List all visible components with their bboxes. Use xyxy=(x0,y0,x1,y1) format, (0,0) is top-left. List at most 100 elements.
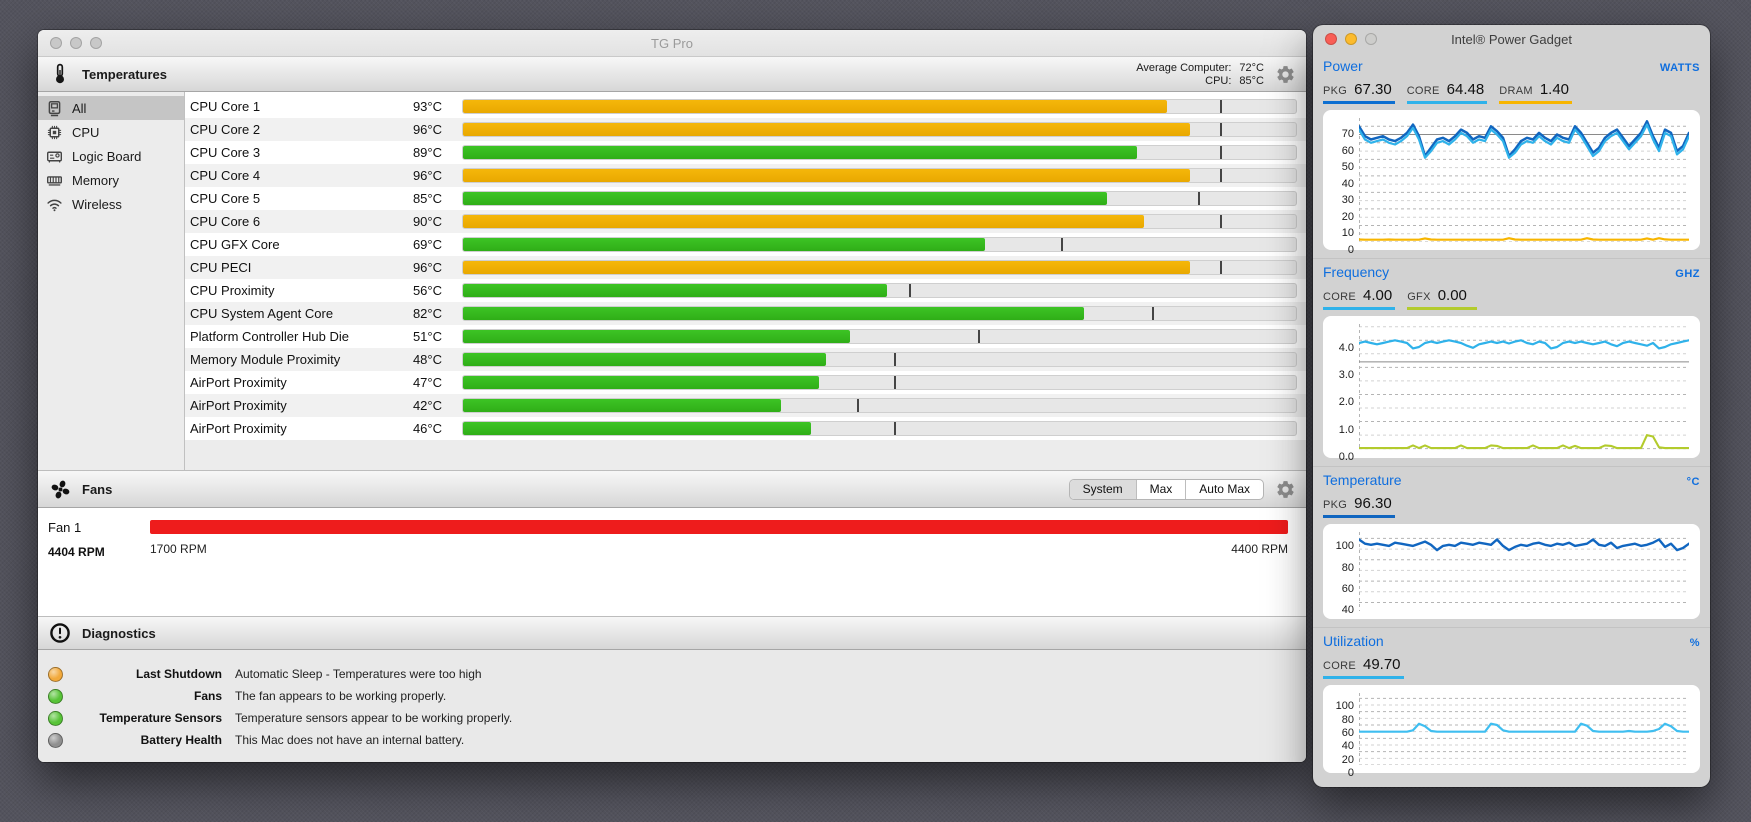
series-core xyxy=(1357,722,1691,733)
sensor-bar-track xyxy=(462,398,1297,413)
sensor-list: CPU Core 1 93°C CPU Core 2 96°C CPU Core 3 89… xyxy=(185,92,1306,470)
stat-value: 49.70 xyxy=(1362,656,1401,673)
y-axis: 40 60 80 100 xyxy=(1323,532,1359,616)
stats-row: CORE 4.00 GFX 0.00 xyxy=(1323,287,1700,310)
series-pkg xyxy=(1357,120,1691,158)
stat-label: CORE xyxy=(1323,660,1356,672)
stat-label: CORE xyxy=(1323,291,1356,303)
minimize-button[interactable] xyxy=(1345,33,1357,45)
close-button[interactable] xyxy=(1325,33,1337,45)
sensor-row: CPU Core 6 90°C xyxy=(185,210,1306,233)
sensor-name: CPU Core 6 xyxy=(190,214,261,229)
fan-speed-bar xyxy=(150,520,1288,534)
sensor-max-marker xyxy=(1220,215,1223,228)
sensor-max-marker xyxy=(894,422,897,435)
sensor-max-marker xyxy=(1220,261,1223,274)
fan-mode-auto-max[interactable]: Auto Max xyxy=(1199,482,1250,496)
y-tick-label: 60 xyxy=(1341,144,1354,157)
y-tick-label: 40 xyxy=(1341,177,1354,190)
stat-label: DRAM xyxy=(1499,85,1533,97)
stat-label: PKG xyxy=(1323,499,1348,511)
zoom-button[interactable] xyxy=(1365,33,1377,45)
stat-pkg: PKG 67.30 xyxy=(1323,81,1395,104)
sidebar-item-all[interactable]: All xyxy=(38,96,184,120)
stat-gfx: GFX 0.00 xyxy=(1407,287,1478,310)
sidebar-item-label: Logic Board xyxy=(72,148,142,164)
diagnostic-text: This Mac does not have an internal batte… xyxy=(235,733,465,747)
temperatures-settings-gear-icon[interactable] xyxy=(1274,63,1296,85)
window-controls xyxy=(1313,33,1377,45)
section-title: Utilization xyxy=(1323,633,1384,649)
diagnostic-row: Battery Health This Mac does not have an … xyxy=(38,729,1306,751)
chart-svg xyxy=(1357,532,1691,611)
sensor-row: CPU System Agent Core 82°C xyxy=(185,302,1306,325)
stat-pkg: PKG 96.30 xyxy=(1323,495,1395,518)
sensor-name: CPU Core 1 xyxy=(190,99,261,114)
diagnostics-header: Diagnostics xyxy=(38,616,1306,650)
section-title: Temperatures xyxy=(82,66,168,82)
zoom-button[interactable] xyxy=(90,37,102,49)
y-tick-label: 40 xyxy=(1341,604,1354,617)
sensor-bar-track xyxy=(462,375,1297,390)
sidebar-item-memory[interactable]: Memory xyxy=(38,168,184,192)
sensor-temp: 51°C xyxy=(412,329,442,344)
unit-label: % xyxy=(1689,637,1700,649)
fans-body: Fan 1 4404 RPM 1700 RPM 4400 RPM xyxy=(38,508,1306,616)
y-axis: 0.0 1.0 2.0 3.0 4.0 xyxy=(1323,324,1359,462)
sidebar-item-wireless[interactable]: Wireless xyxy=(38,192,184,216)
sidebar-item-logic-board[interactable]: Logic Board xyxy=(38,144,184,168)
mac-icon xyxy=(46,100,63,117)
stat-label: GFX xyxy=(1407,291,1431,303)
sensor-bar-fill xyxy=(463,146,1137,159)
intel-sections: Power WATTS PKG 67.30 CORE 64.48 DRAM 1.40 0 10 20… xyxy=(1313,53,1710,781)
minimize-button[interactable] xyxy=(70,37,82,49)
diagnostic-label: Battery Health xyxy=(140,733,222,747)
sidebar-item-label: All xyxy=(72,100,87,116)
sidebar-item-cpu[interactable]: CPU xyxy=(38,120,184,144)
sensor-max-marker xyxy=(857,399,859,412)
y-tick-label: 100 xyxy=(1335,540,1354,553)
sensor-bar-fill xyxy=(463,123,1191,136)
sensor-row: CPU Core 3 89°C xyxy=(185,141,1306,164)
fan-name: Fan 1 xyxy=(48,520,82,535)
chart-card: 40 60 80 100 xyxy=(1323,524,1700,619)
fans-settings-gear-icon[interactable] xyxy=(1274,478,1296,500)
section-title: Frequency xyxy=(1323,264,1390,280)
chart-svg xyxy=(1357,693,1691,766)
y-tick-label: 40 xyxy=(1341,740,1354,753)
section-title: Power xyxy=(1323,58,1363,74)
board-icon xyxy=(46,148,63,165)
fan-mode-system[interactable]: System xyxy=(1069,479,1137,499)
stat-value: 64.48 xyxy=(1446,81,1485,98)
sensor-name: Platform Controller Hub Die xyxy=(190,329,349,344)
unit-label: °C xyxy=(1686,476,1700,488)
wifi-icon xyxy=(46,196,63,213)
sensor-temp: 47°C xyxy=(412,375,442,390)
tgpro-titlebar[interactable]: TG Pro xyxy=(38,30,1306,56)
fans-header: Fans System Max Auto Max xyxy=(38,470,1306,508)
thermometer-icon xyxy=(48,63,72,85)
sensor-max-marker xyxy=(1197,192,1200,205)
section-title: Fans xyxy=(82,481,113,497)
stat-label: CORE xyxy=(1406,85,1440,97)
section-header: Utilization% xyxy=(1323,633,1700,653)
sensor-name: CPU PECI xyxy=(190,260,252,275)
section-header: Power WATTS xyxy=(1323,58,1700,78)
sensor-bar-fill xyxy=(463,422,812,435)
sensor-max-marker xyxy=(1220,123,1223,136)
sensor-name: CPU GFX Core xyxy=(190,237,280,252)
sensor-bar-fill xyxy=(463,238,986,251)
close-button[interactable] xyxy=(50,37,62,49)
sensor-name: CPU Core 5 xyxy=(190,191,261,206)
intel-power-gadget-window: Intel® Power Gadget Power WATTS PKG 67.30 CO… xyxy=(1313,25,1710,787)
diagnostic-text: Temperature sensors appear to be working… xyxy=(235,711,513,725)
fan-mode-max[interactable]: Max xyxy=(1137,479,1187,499)
status-dot-green xyxy=(48,710,63,726)
diagnostic-label: Temperature Sensors xyxy=(99,711,223,725)
intel-titlebar[interactable]: Intel® Power Gadget xyxy=(1313,25,1710,53)
y-tick-label: 60 xyxy=(1341,727,1354,739)
y-tick-label: 1.0 xyxy=(1338,423,1354,436)
diagnostic-row: Temperature Sensors Temperature sensors a… xyxy=(38,707,1306,729)
stat-core: CORE 4.00 xyxy=(1323,287,1396,310)
